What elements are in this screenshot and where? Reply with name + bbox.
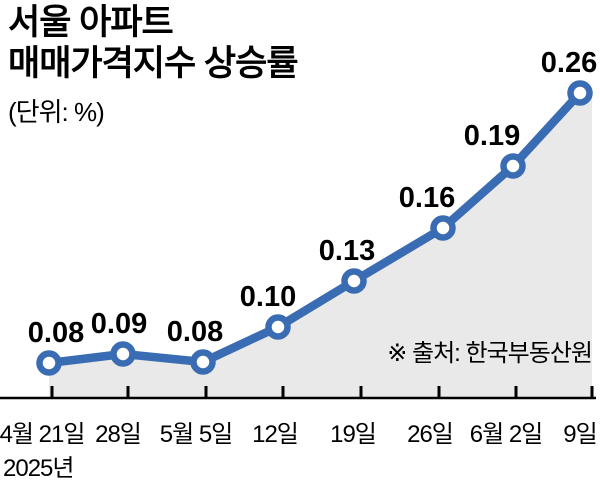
x-axis-label: 28일 <box>95 421 142 448</box>
source-note: ※ 출처: 한국부동산원 <box>387 340 593 367</box>
data-point-marker <box>265 314 291 340</box>
x-axis-label: 6월 2일 <box>469 421 544 448</box>
x-axis-label: 5월 5일 <box>159 421 234 448</box>
data-point-marker <box>341 268 367 294</box>
x-axis-labels: 4월 21일 28일 5월 5일 12일 19일 26일 6월 2일 9일 <box>0 414 600 448</box>
data-point-value: 0.10 <box>240 281 296 313</box>
x-axis-label: 19일 <box>330 421 377 448</box>
data-point-value: 0.09 <box>91 308 147 340</box>
data-point-marker <box>430 215 456 241</box>
chart-title-line1: 서울 아파트 <box>8 3 174 42</box>
data-point-marker <box>567 80 593 106</box>
data-point-value: 0.08 <box>28 317 84 349</box>
data-point-value: 0.19 <box>464 120 520 152</box>
x-axis-label: 26일 <box>407 421 454 448</box>
data-point-value: 0.13 <box>319 235 375 267</box>
data-point-value: 0.26 <box>541 47 597 79</box>
chart-header: 서울 아파트 매매가격지수 상승률 (단위: %) <box>8 2 299 129</box>
data-point-value: 0.16 <box>399 182 455 214</box>
data-point-value: 0.08 <box>167 316 223 348</box>
x-axis-label: 9일 <box>563 421 597 448</box>
x-axis-label: 12일 <box>252 421 299 448</box>
data-point-marker <box>110 341 136 367</box>
data-point-marker <box>36 350 62 376</box>
trend-line <box>44 88 585 368</box>
chart-title-line2: 매매가격지수 상승률 <box>8 44 299 83</box>
x-axis-label: 4월 21일 <box>0 421 85 448</box>
area-fill <box>49 93 592 398</box>
data-point-marker <box>500 153 526 179</box>
unit-label: (단위: %) <box>8 97 105 127</box>
year-label: 2025년 <box>3 455 74 482</box>
data-point-marker <box>190 349 216 375</box>
